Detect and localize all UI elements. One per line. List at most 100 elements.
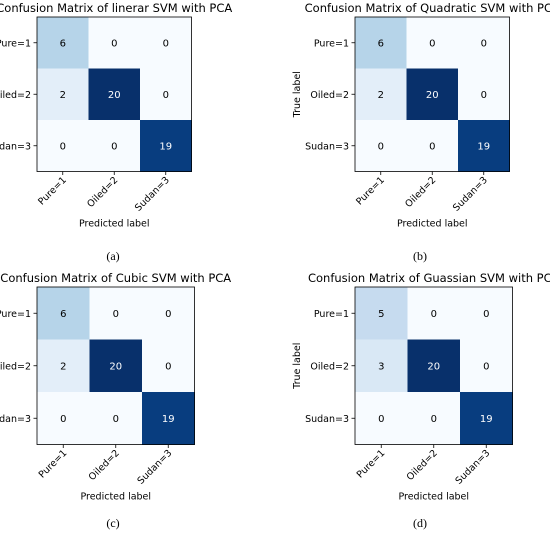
y-tick-label: Pure=1 (0, 38, 31, 49)
cell-value: 0 (113, 414, 119, 425)
cell-value: 0 (111, 38, 117, 49)
matrix-cell (142, 287, 195, 340)
cell-value: 2 (60, 361, 66, 372)
matrix-cell (88, 17, 141, 69)
panel-a-caption: (a) (106, 249, 120, 263)
y-axis-label: True label (292, 343, 303, 390)
x-tick-label: Pure=1 (36, 175, 69, 208)
matrix-cell (406, 120, 459, 172)
x-tick-label: Sudan=3 (454, 448, 493, 487)
x-axis-label: Predicted label (80, 492, 151, 503)
cell-value: 0 (163, 90, 169, 101)
cell-value: 0 (60, 414, 66, 425)
matrix-cell (355, 339, 408, 393)
chart-title: Confusion Matrix of linerar SVM with PCA (0, 1, 232, 15)
matrix-cell (140, 120, 192, 172)
cell-value: 0 (111, 141, 117, 152)
cell-value: 0 (378, 141, 384, 152)
matrix-cell (407, 287, 461, 340)
x-axis-label: Predicted label (398, 492, 469, 503)
cell-value: 5 (378, 309, 384, 320)
cell-value: 0 (60, 141, 66, 152)
matrix-cell (460, 339, 513, 393)
cell-value: 0 (431, 309, 437, 320)
matrix-cell (407, 339, 461, 393)
matrix-cell (355, 120, 407, 172)
x-tick-label: Oiled=2 (403, 175, 438, 210)
panel-d-caption: (d) (413, 516, 427, 530)
y-tick-label: Pure=1 (314, 309, 349, 320)
cell-value: 19 (162, 414, 175, 425)
y-tick-label: Sudan=3 (305, 141, 349, 152)
cell-value: 0 (165, 309, 171, 320)
panel-a: Confusion Matrix of linerar SVM with PCA… (0, 1, 232, 230)
matrix-cell (355, 17, 407, 69)
cell-value: 0 (163, 38, 169, 49)
cell-value: 0 (429, 38, 435, 49)
x-tick-label: Pure=1 (37, 448, 70, 481)
matrix-cell (37, 392, 90, 445)
cell-value: 0 (113, 309, 119, 320)
cell-value: 0 (378, 414, 384, 425)
y-tick-label: Sudan=3 (0, 141, 31, 152)
matrix-cell (89, 339, 143, 393)
matrix-cell (142, 392, 195, 445)
cell-value: 2 (378, 90, 384, 101)
cell-value: 20 (109, 361, 122, 372)
cell-value: 0 (483, 361, 489, 372)
x-tick-label: Sudan=3 (136, 448, 175, 487)
matrix-cell (37, 287, 90, 340)
y-tick-label: Oiled=2 (310, 361, 349, 372)
chart-title: Confusion Matrix of Quadratic SVM with P… (305, 1, 550, 15)
cell-value: 0 (483, 309, 489, 320)
cell-value: 19 (477, 141, 490, 152)
cell-value: 3 (378, 361, 384, 372)
matrix-cell (406, 68, 459, 121)
x-axis-label: Predicted label (397, 219, 468, 230)
panel-b-caption: (b) (413, 249, 427, 263)
cell-value: 20 (108, 90, 121, 101)
cell-value: 20 (426, 90, 439, 101)
panel-c-caption: (c) (106, 516, 120, 530)
y-tick-label: Pure=1 (0, 309, 31, 320)
cell-value: 19 (480, 414, 493, 425)
matrix-cell (142, 339, 195, 393)
panel-c: Confusion Matrix of Cubic SVM with PCA 6 0… (0, 271, 231, 503)
matrix-cell (458, 68, 510, 121)
matrix-cell (458, 120, 510, 172)
cell-value: 6 (60, 309, 66, 320)
cell-value: 6 (60, 38, 66, 49)
cell-value: 0 (481, 38, 487, 49)
matrix-cell (458, 17, 510, 69)
matrix-cell (89, 392, 143, 445)
matrix-cell (140, 17, 192, 69)
y-tick-label: Oiled=2 (310, 90, 349, 101)
cell-value: 0 (429, 141, 435, 152)
cell-value: 2 (60, 90, 66, 101)
x-tick-label: Oiled=2 (85, 175, 120, 210)
matrix-cell (355, 68, 407, 121)
chart-title: Confusion Matrix of Guassian SVM with PC… (308, 271, 550, 285)
x-tick-label: Pure=1 (355, 448, 388, 481)
cell-value: 0 (165, 361, 171, 372)
cell-value: 20 (427, 361, 440, 372)
matrix-cell (407, 392, 461, 445)
chart-title: Confusion Matrix of Cubic SVM with PCA (0, 271, 231, 285)
matrix-cell (355, 287, 408, 340)
x-tick-label: Sudan=3 (451, 175, 490, 214)
matrix-cell (460, 392, 513, 445)
matrix-cell (460, 287, 513, 340)
matrix-cell (37, 120, 89, 172)
panel-b: Confusion Matrix of Quadratic SVM with P… (292, 1, 550, 230)
y-tick-label: Oiled=2 (0, 90, 31, 101)
matrix-cell (88, 68, 141, 121)
cell-value: 0 (431, 414, 437, 425)
matrix-cell (37, 339, 90, 393)
matrix-cell (37, 68, 89, 121)
matrix-cell (89, 287, 143, 340)
x-axis-label: Predicted label (79, 219, 150, 230)
y-tick-label: Sudan=3 (305, 414, 349, 425)
x-tick-label: Oiled=2 (87, 448, 122, 483)
x-tick-label: Pure=1 (354, 175, 387, 208)
